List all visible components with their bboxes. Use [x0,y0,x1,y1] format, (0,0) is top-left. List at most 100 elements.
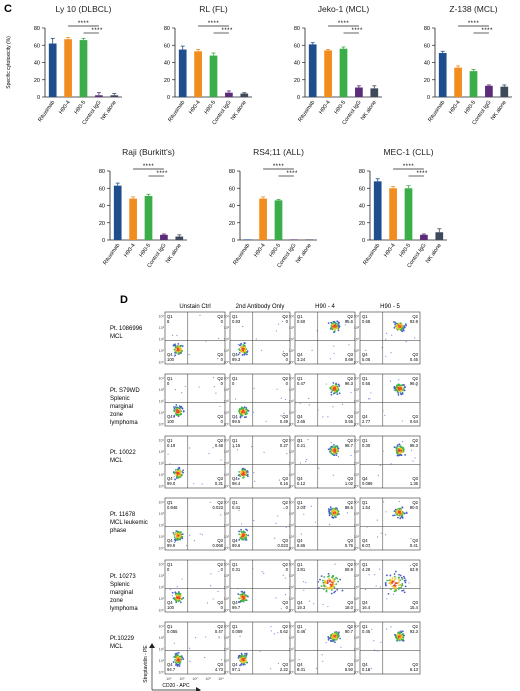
event-dot [325,590,328,593]
significance-label: **** [287,171,299,177]
event-dot [314,521,317,523]
event-dot [395,449,398,452]
q2-name: Q2 [347,500,353,505]
event-dot [399,326,402,328]
event-dot [239,416,242,419]
event-dot [336,507,338,510]
event-dot [383,501,385,503]
event-dot [393,321,395,323]
event-dot [320,575,323,578]
patient-label: Pt. 1086996 [110,326,143,332]
q2-value: 0.27 [280,443,289,448]
event-dot [389,574,392,577]
y-tick-label: 10² [224,648,230,652]
event-dot [388,582,391,585]
y-tick-label: 10⁰ [289,423,295,427]
event-dot [174,389,176,391]
event-dot [334,509,337,512]
q1-name: Q1 [167,376,173,381]
q4-value: 0.086 [362,481,373,486]
event-dot [245,653,248,656]
event-dot [240,408,243,410]
y-tick-label: 40 [99,204,105,210]
event-dot [181,407,184,409]
event-dot [245,594,248,597]
q2-name: Q2 [347,314,353,319]
event-dot [178,407,180,409]
x-tick-label: H90-4 [58,100,72,116]
event-dot [385,355,387,357]
event-dot [173,406,175,408]
event-dot [397,448,400,451]
event-dot [346,320,348,322]
plot-frame [229,559,291,613]
q4-name: Q4 [232,662,238,667]
q1-name: Q1 [232,624,238,629]
event-dot [399,574,402,577]
y-tick-label: 10² [159,586,165,590]
event-dot [335,322,337,325]
y-tick-label: 10⁰ [224,547,230,551]
y-tick-label: 10¹ [159,473,165,477]
event-dot [305,458,308,461]
event-dot [174,352,176,354]
q4-name: Q4 [297,414,303,419]
y-tick-label: 10¹ [159,597,165,601]
event-dot [241,413,244,416]
event-dot [330,327,333,329]
event-dot [390,463,392,465]
q2-value: 98.3 [410,443,419,448]
event-dot [393,326,396,329]
q2-name: Q2 [282,438,288,443]
event-dot [394,577,397,580]
event-dot [327,322,330,324]
event-cloud [366,500,412,548]
event-dot [332,474,334,476]
event-dot [376,519,379,521]
event-dot [322,660,324,663]
event-dot [243,534,246,536]
y-tick-label: 10³ [354,512,360,516]
y-tick-label: 10⁴ [223,377,229,381]
event-dot [364,478,366,480]
event-dot [242,473,245,475]
q2-name: Q2 [347,438,353,443]
bar-nk-alone [500,86,509,97]
event-dot [253,520,255,522]
y-tick-label: 10⁴ [288,563,294,567]
event-dot [335,387,338,390]
y-tick-label: 10³ [159,574,165,578]
event-dot [341,589,344,592]
q1-value: 0 [232,381,235,386]
event-dot [396,513,399,516]
event-dot [389,583,392,585]
event-dot [398,452,400,455]
y-tick-label: 10⁰ [289,361,295,365]
event-dot [182,469,185,472]
patient-label: zone [110,598,124,604]
event-dot [179,409,181,411]
plot-frame [359,497,421,551]
event-dot [185,544,188,547]
y-tick-label: 10⁰ [289,609,295,613]
event-dot [327,587,329,589]
event-dot [171,594,173,597]
y-tick-label: 10⁴ [223,315,229,319]
event-dot [332,443,335,446]
event-dot [398,584,400,587]
bar-h90-4 [259,198,267,240]
y-tick-label: 10³ [224,636,230,640]
event-dot [245,408,247,411]
event-dot [176,409,178,412]
q4-name: Q4 [167,476,173,481]
event-dot [337,580,339,583]
event-dot [178,470,181,472]
event-dot [239,413,242,416]
event-dot [175,532,178,535]
y-tick-label: 10⁴ [223,501,229,505]
event-dot [246,470,249,472]
event-dot [239,411,242,414]
event-dot [393,446,396,449]
